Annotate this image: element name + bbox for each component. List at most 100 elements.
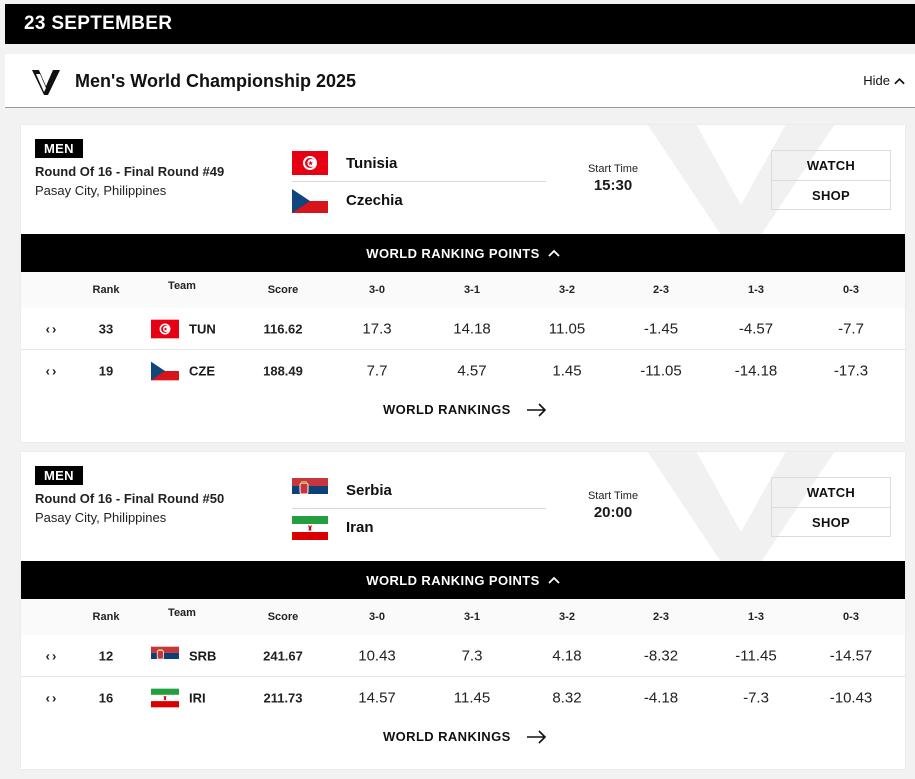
- watermark-logo-icon: [647, 452, 835, 562]
- start-time-label: Start Time: [587, 490, 639, 502]
- watch-button[interactable]: WATCH: [806, 158, 856, 173]
- points-1-3: -14.18: [734, 362, 778, 380]
- championship-title: Men's World Championship 2025: [75, 71, 356, 91]
- points-0-3: -17.3: [833, 362, 869, 380]
- expand-arrows-icon[interactable]: ‹›: [45, 690, 59, 706]
- col-3-0: 3-0: [369, 284, 385, 296]
- team-code: CZE: [189, 363, 215, 379]
- points-3-0: 7.7: [366, 362, 388, 380]
- col-rank: Rank: [92, 611, 120, 623]
- col-team: Team: [168, 607, 196, 620]
- tunisia-flag-icon: [292, 151, 328, 175]
- ranking-points-table: Rank Team Score 3-0 3-1 3-2 2-3 1-3 0-3 …: [21, 272, 905, 392]
- points-3-0: 17.3: [362, 320, 392, 337]
- vnl-logo-icon: [31, 68, 61, 96]
- points-3-0: 14.57: [358, 689, 396, 707]
- col-3-0: 3-0: [369, 611, 385, 623]
- watermark-logo-icon: [647, 125, 835, 235]
- points-3-1: 14.18: [453, 320, 491, 337]
- match-actions: WATCH SHOP: [771, 150, 891, 210]
- score-value: 116.62: [263, 321, 303, 336]
- shop-button[interactable]: SHOP: [772, 180, 890, 209]
- points-3-2: 4.18: [552, 647, 582, 664]
- team-code: SRB: [189, 648, 217, 663]
- expand-arrows-icon[interactable]: ‹›: [45, 363, 59, 379]
- col-0-3: 0-3: [843, 611, 859, 623]
- match-round: Round Of 16 - Final Round #50: [35, 491, 225, 506]
- score-value: 211.73: [263, 690, 303, 706]
- championship-header: Men's World Championship 2025 Hide: [5, 54, 915, 108]
- team-a[interactable]: Tunisia: [292, 145, 546, 182]
- table-row: ‹› 19 CZE 188.49 7.7 4.57 1.45 -11.05 -1…: [21, 350, 905, 392]
- match-actions: WATCH SHOP: [771, 477, 891, 537]
- match-card: MEN Round Of 16 - Final Round #49 Pasay …: [21, 125, 905, 442]
- tunisia-flag-icon: [151, 319, 179, 338]
- team-code: TUN: [189, 321, 216, 336]
- serbia-flag-icon: [292, 478, 328, 502]
- col-3-2: 3-2: [559, 284, 575, 296]
- match-venue: Pasay City, Philippines: [35, 510, 167, 525]
- chevron-up-icon: [548, 576, 560, 584]
- team-code: IRI: [189, 690, 206, 706]
- points-3-1: 7.3: [461, 647, 483, 664]
- hide-label: Hide: [863, 73, 890, 88]
- score-value: 241.67: [263, 648, 303, 663]
- team-b[interactable]: Iran: [292, 509, 546, 546]
- chevron-up-icon: [548, 249, 560, 257]
- hide-button[interactable]: Hide: [863, 73, 905, 88]
- col-2-3: 2-3: [653, 611, 669, 623]
- arrow-right-icon: [527, 730, 547, 744]
- ranking-points-toggle[interactable]: WORLD RANKING POINTS: [21, 561, 905, 599]
- points-3-0: 10.43: [358, 647, 396, 664]
- gender-badge: MEN: [35, 139, 83, 158]
- col-0-3: 0-3: [843, 284, 859, 296]
- points-2-3: -11.05: [640, 362, 682, 380]
- points-1-3: -11.45: [735, 647, 777, 664]
- match-teams: Serbia Iran: [292, 472, 546, 546]
- col-3-1: 3-1: [464, 611, 480, 623]
- team-a-name: Tunisia: [346, 154, 398, 172]
- rank-value: 33: [98, 321, 114, 336]
- points-0-3: -7.7: [838, 320, 864, 337]
- arrow-right-icon: [527, 403, 547, 417]
- date-header: 23 SEPTEMBER: [5, 4, 915, 44]
- ranking-points-label: WORLD RANKING POINTS: [366, 245, 540, 261]
- start-time: Start Time 15:30: [581, 163, 645, 194]
- col-2-3: 2-3: [653, 284, 669, 296]
- team-b-name: Iran: [346, 519, 374, 536]
- start-time-value: 20:00: [593, 504, 633, 521]
- team-b[interactable]: Czechia: [292, 182, 546, 219]
- points-3-2: 8.32: [552, 689, 582, 707]
- gender-badge: MEN: [35, 466, 83, 485]
- shop-button[interactable]: SHOP: [772, 507, 890, 536]
- czechia-flag-icon: [292, 189, 328, 213]
- expand-arrows-icon[interactable]: ‹›: [45, 321, 59, 336]
- team-a[interactable]: Serbia: [292, 472, 546, 509]
- col-team: Team: [168, 280, 196, 293]
- ranking-points-table: Rank Team Score 3-0 3-1 3-2 2-3 1-3 0-3 …: [21, 599, 905, 719]
- rank-value: 16: [98, 690, 114, 706]
- team-b-name: Czechia: [346, 192, 403, 209]
- points-0-3: -10.43: [829, 689, 873, 707]
- world-rankings-link[interactable]: WORLD RANKINGS: [383, 729, 547, 744]
- score-value: 188.49: [263, 363, 303, 379]
- table-header: Rank Team Score 3-0 3-1 3-2 2-3 1-3 0-3: [21, 272, 905, 308]
- col-rank: Rank: [92, 284, 120, 296]
- col-1-3: 1-3: [748, 611, 764, 623]
- match-venue: Pasay City, Philippines: [35, 183, 167, 198]
- watch-button[interactable]: WATCH: [806, 485, 856, 500]
- expand-arrows-icon[interactable]: ‹›: [45, 648, 59, 663]
- world-rankings-link[interactable]: WORLD RANKINGS: [383, 402, 547, 417]
- points-2-3: -1.45: [643, 320, 679, 337]
- ranking-points-label: WORLD RANKING POINTS: [366, 572, 540, 588]
- table-row: ‹› 16 IRI 211.73 14.57 11.45 8.32 -4.18 …: [21, 677, 905, 719]
- match-teams: Tunisia Czechia: [292, 145, 546, 219]
- rank-value: 12: [98, 648, 114, 663]
- ranking-points-toggle[interactable]: WORLD RANKING POINTS: [21, 234, 905, 272]
- col-3-2: 3-2: [559, 611, 575, 623]
- serbia-flag-icon: [151, 646, 179, 665]
- team-a-name: Serbia: [346, 481, 392, 499]
- points-0-3: -14.57: [829, 647, 873, 664]
- points-2-3: -4.18: [643, 689, 679, 707]
- world-rankings-label: WORLD RANKINGS: [383, 729, 511, 744]
